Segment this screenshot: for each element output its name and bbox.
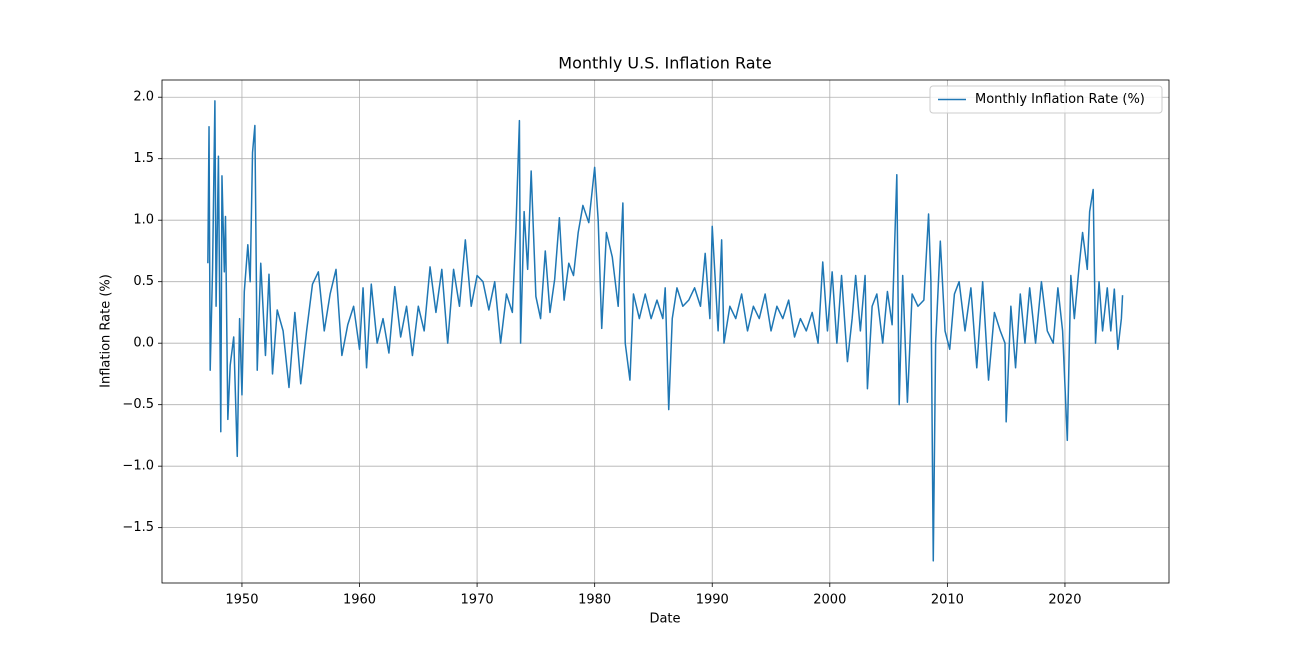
y-tick-label: 1.5	[133, 151, 154, 166]
chart-title: Monthly U.S. Inflation Rate	[558, 54, 771, 73]
x-tick-label: 1950	[225, 593, 258, 608]
x-tick-label: 1970	[461, 593, 494, 608]
y-tick-label: −1.5	[122, 520, 154, 535]
y-axis-label: Inflation Rate (%)	[99, 274, 114, 388]
x-tick-label: 2010	[931, 593, 964, 608]
y-tick-label: 0.0	[133, 336, 154, 351]
line-series	[207, 100, 1124, 562]
plot-frame	[161, 79, 1170, 584]
x-tick-label: 1980	[578, 593, 611, 608]
y-tick-label: −0.5	[122, 397, 154, 412]
legend-box	[929, 85, 1163, 114]
x-tick-label: 2020	[1048, 593, 1081, 608]
x-axis-label: Date	[649, 612, 680, 627]
y-tick-label: 0.5	[133, 274, 154, 289]
x-tick-label: 2000	[813, 593, 846, 608]
x-tick-label: 1990	[696, 593, 729, 608]
y-tick-label: −1.0	[122, 459, 154, 474]
y-tick-label: 1.0	[133, 213, 154, 228]
legend-label: Monthly Inflation Rate (%)	[975, 92, 1145, 107]
y-tick-label: 2.0	[133, 90, 154, 105]
x-tick-label: 1960	[343, 593, 376, 608]
